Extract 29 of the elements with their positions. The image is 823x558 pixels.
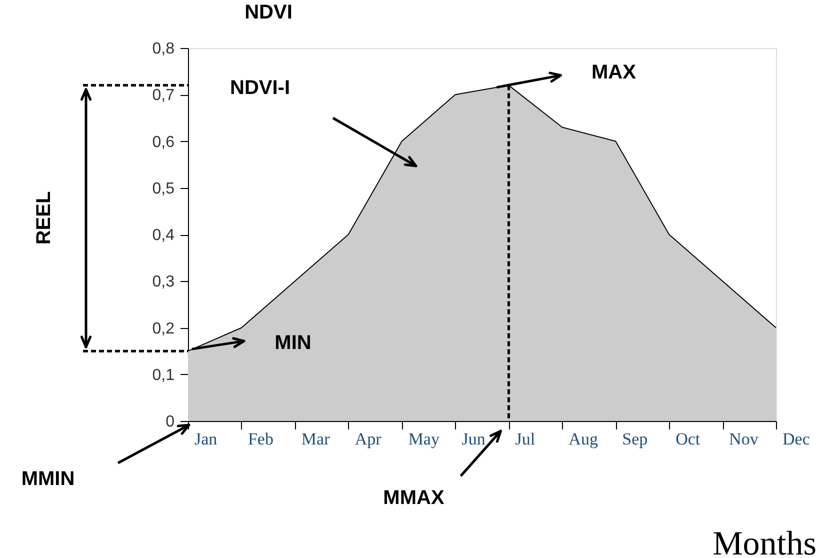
y-tick-label: 0,7 xyxy=(152,87,175,104)
annotation: MIN xyxy=(274,332,312,354)
x-tick-label: Dec xyxy=(782,430,810,448)
text: MMIN xyxy=(21,468,75,490)
annotation: NDVI-I xyxy=(230,77,290,99)
y-tick-label: 0,1 xyxy=(152,366,175,384)
x-axis-title: Months xyxy=(712,526,816,558)
y-tick-label: 0 xyxy=(166,414,175,430)
x-tick-label: Jun xyxy=(462,430,486,448)
x-tick-label: Aug xyxy=(568,430,598,448)
text: MMAX xyxy=(383,487,445,509)
y-axis-title: NDVI xyxy=(244,2,292,24)
y-tick-label: 0,8 xyxy=(152,40,175,58)
x-tick-label: Jan xyxy=(194,430,218,448)
text: REEL xyxy=(33,191,55,245)
y-tick-label: 0,6 xyxy=(152,134,175,151)
x-tick-label: Apr xyxy=(354,430,382,448)
x-tick-label: Nov xyxy=(729,430,759,448)
x-tick-label: Sep xyxy=(622,430,648,448)
y-tick-label: 0,3 xyxy=(152,274,175,291)
y-tick-label: 0,5 xyxy=(152,180,175,198)
y-tick-label: 0,4 xyxy=(152,227,175,244)
y-tick-label: 0,2 xyxy=(152,320,175,338)
x-tick-label: May xyxy=(408,430,440,448)
x-tick-label: Mar xyxy=(301,430,330,448)
x-tick-label: Jul xyxy=(515,430,536,448)
annotation: MAX xyxy=(592,61,637,84)
x-tick-label: Feb xyxy=(248,430,274,448)
x-tick-label: Oct xyxy=(676,430,700,448)
